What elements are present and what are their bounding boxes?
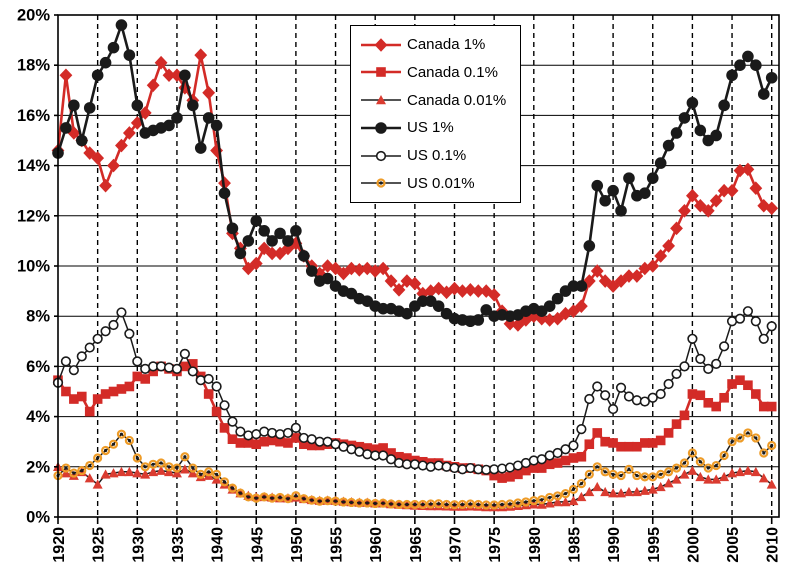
x-axis-label: 2000 <box>685 527 702 563</box>
legend-item-canada-01: Canada 0.1% <box>359 59 520 85</box>
legend-item-us-001: US 0.01% <box>359 170 520 196</box>
legend-label: Canada 1% <box>407 36 486 54</box>
legend-label: Canada 0.1% <box>407 63 498 81</box>
y-axis-label: 4% <box>26 408 50 426</box>
x-axis-label: 1975 <box>487 527 504 563</box>
y-axis-label: 2% <box>26 458 50 476</box>
legend-item-us-1: US 1% <box>359 115 520 141</box>
x-axis-label: 1930 <box>130 527 147 563</box>
triangle-marker-icon <box>361 95 401 105</box>
chart-legend: Canada 1% Canada 0.1% Canada 0.01% US 1% US … <box>350 25 521 203</box>
x-axis-label: 1940 <box>210 527 227 563</box>
y-axis-label: 20% <box>17 7 50 25</box>
series-us-1 <box>52 19 778 328</box>
legend-item-us-01: US 0.1% <box>359 143 520 169</box>
diamond-marker-icon <box>361 37 401 52</box>
legend-item-canada-001: Canada 0.01% <box>359 87 520 113</box>
square-marker-icon <box>361 67 401 78</box>
y-axis-label: 14% <box>17 157 50 175</box>
y-axis-label: 18% <box>17 57 50 75</box>
legend-item-canada-1: Canada 1% <box>359 32 520 58</box>
x-axis-label: 1960 <box>368 527 385 563</box>
x-axis-label: 1920 <box>51 527 68 563</box>
x-axis-label: 1970 <box>448 527 465 563</box>
y-axis-label: 0% <box>26 509 50 527</box>
circle-marker-icon <box>361 122 401 134</box>
circle_open-marker-icon <box>361 150 401 161</box>
y-axis-label: 6% <box>26 358 50 376</box>
legend-label: Canada 0.01% <box>407 91 507 109</box>
x-axis-label: 1950 <box>289 527 306 563</box>
x-axis-label: 1980 <box>527 527 544 563</box>
x-axis-label: 1925 <box>91 527 108 563</box>
series-us-001 <box>53 428 777 510</box>
x-axis-label: 1995 <box>646 527 663 563</box>
legend-label: US 0.01% <box>407 174 475 192</box>
x-axis-label: 2010 <box>765 527 782 563</box>
y-axis-label: 8% <box>26 308 50 326</box>
legend-label: US 0.1% <box>407 147 467 165</box>
y-axis-label: 10% <box>17 258 50 276</box>
x-axis-label: 1935 <box>170 527 187 563</box>
x-axis-label: 2005 <box>725 527 742 563</box>
x-axis-label: 1945 <box>249 527 266 563</box>
x-axis-label: 1965 <box>408 527 425 563</box>
x-axis-label: 1990 <box>606 527 623 563</box>
x-axis-label: 1955 <box>329 527 346 563</box>
y-axis-label: 16% <box>17 107 50 125</box>
ring_dot-marker-icon <box>361 178 401 188</box>
y-axis-label: 12% <box>17 207 50 225</box>
series-us-01 <box>52 306 777 475</box>
legend-label: US 1% <box>407 119 454 137</box>
series-canada-1 <box>51 48 779 332</box>
x-axis-label: 1985 <box>566 527 583 563</box>
